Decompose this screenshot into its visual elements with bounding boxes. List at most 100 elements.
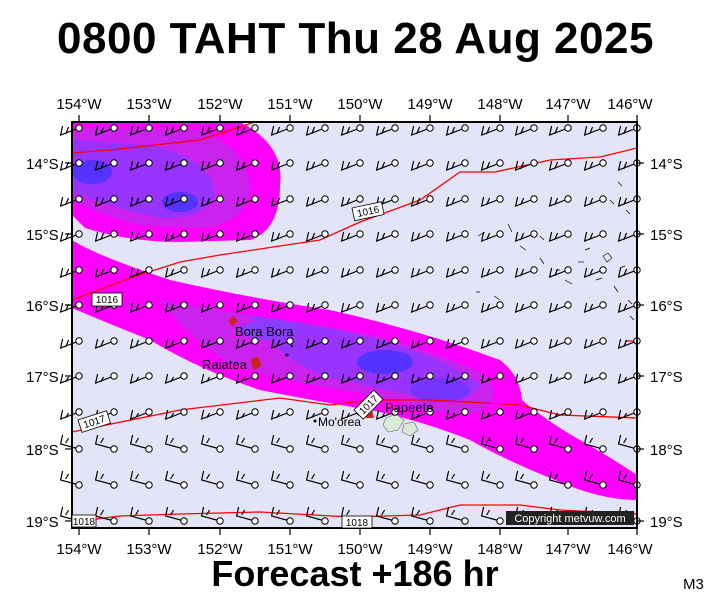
station-dot <box>461 517 469 525</box>
wind-barb <box>164 434 185 450</box>
lon-label: 154°W <box>56 96 102 113</box>
wind-barb <box>375 302 396 313</box>
wind-barb <box>445 196 466 207</box>
wind-barb <box>164 409 185 420</box>
place-label-moorea: Mo'orea <box>318 415 361 429</box>
lat-labels-right: 14°S 15°S 16°S 17°S 18°S 19°S <box>650 156 683 531</box>
station-dot <box>530 301 538 309</box>
station-dot <box>145 195 153 203</box>
wind-barb <box>270 373 291 384</box>
station-dot <box>321 230 329 238</box>
station-dot <box>496 408 504 416</box>
wind-barb <box>375 231 396 242</box>
wind-barb <box>445 338 466 349</box>
wind-barb <box>129 506 150 522</box>
wind-barb <box>270 409 291 420</box>
station-dot <box>110 445 118 453</box>
station-dot <box>461 372 469 380</box>
wind-barb <box>129 196 150 207</box>
station-dot <box>530 372 538 380</box>
lon-label: 152°W <box>197 96 243 113</box>
wind-barb <box>548 302 569 313</box>
wind-barb <box>340 196 361 207</box>
lon-label: 149°W <box>407 96 453 113</box>
station-dot <box>426 445 434 453</box>
station-dot <box>251 408 259 416</box>
station-dot <box>426 159 434 167</box>
station-dot <box>180 372 188 380</box>
station-dot <box>251 445 259 453</box>
station-dot <box>251 337 259 345</box>
station-dot <box>496 481 504 489</box>
wind-barb <box>548 267 569 278</box>
wind-barb <box>200 160 221 171</box>
lon-labels-bottom: 154°W 153°W 152°W 151°W 150°W 149°W 148°… <box>56 541 653 558</box>
wind-barb <box>514 125 535 136</box>
lon-label: 147°W <box>545 96 591 113</box>
station-dot <box>321 301 329 309</box>
isobars <box>72 122 637 523</box>
station-dot <box>110 124 118 132</box>
wind-barb <box>164 470 185 486</box>
wind-barb <box>617 338 638 349</box>
wind-barb <box>305 470 326 486</box>
wind-barb <box>548 160 569 171</box>
isobar-label: 1016 <box>96 295 119 306</box>
station-dot <box>110 517 118 525</box>
wind-barb <box>305 302 326 313</box>
station-dot <box>145 372 153 380</box>
station-dot <box>286 517 294 525</box>
wind-barb <box>94 160 115 171</box>
wind-barb <box>514 409 535 420</box>
wind-barb <box>583 470 604 486</box>
wind-barb <box>129 231 150 242</box>
wind-barb <box>375 409 396 420</box>
wind-barb <box>445 125 466 136</box>
station-dot <box>110 230 118 238</box>
wind-barb <box>129 160 150 171</box>
station-dot <box>461 124 469 132</box>
lat-label: 16°S <box>650 298 683 315</box>
wind-barb <box>410 267 431 278</box>
station-dot <box>426 517 434 525</box>
wind-barb <box>410 470 431 486</box>
station-dot <box>564 301 572 309</box>
wind-barb <box>445 506 466 522</box>
station-dot <box>321 372 329 380</box>
station-dot <box>180 124 188 132</box>
wind-barb <box>617 434 638 450</box>
wind-barb <box>235 506 256 522</box>
wind-barb <box>270 125 291 136</box>
lon-labels-top: 154°W 153°W 152°W 151°W 150°W 149°W 148°… <box>56 96 653 113</box>
station-dot <box>145 517 153 525</box>
wind-barb <box>617 409 638 420</box>
station-dot <box>496 372 504 380</box>
lat-label: 17°S <box>26 369 59 386</box>
station-dot <box>251 230 259 238</box>
station-dot <box>564 230 572 238</box>
wind-barb <box>164 196 185 207</box>
wind-barb <box>129 409 150 420</box>
wind-barb <box>235 302 256 313</box>
wind-barb <box>375 267 396 278</box>
station-dot <box>356 301 364 309</box>
lon-label: 151°W <box>267 96 313 113</box>
wind-barb <box>94 470 115 486</box>
lon-label: 151°W <box>267 541 313 558</box>
station-dot <box>530 445 538 453</box>
station-dot <box>216 481 224 489</box>
rain-band-north <box>72 122 281 242</box>
station-dot <box>180 481 188 489</box>
station-dot <box>530 337 538 345</box>
station-dot <box>496 337 504 345</box>
wind-barb <box>200 302 221 313</box>
wind-barb <box>305 434 326 450</box>
station-dot <box>564 266 572 274</box>
station-dot <box>356 445 364 453</box>
wind-barb <box>410 373 431 384</box>
station-dot <box>391 408 399 416</box>
station-dot <box>461 445 469 453</box>
wind-barb <box>514 434 535 450</box>
islands <box>228 191 637 437</box>
station-dot <box>564 481 572 489</box>
